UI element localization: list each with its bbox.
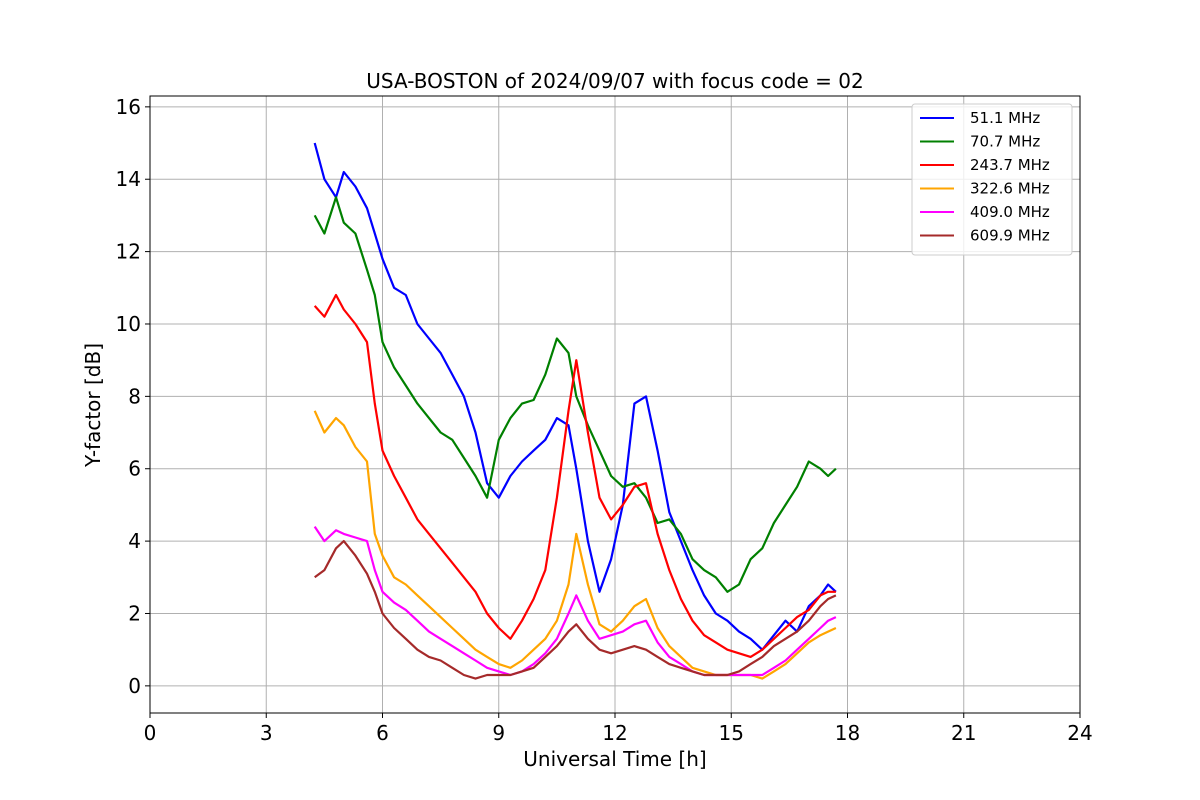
legend-label: 609.9 MHz bbox=[970, 227, 1050, 245]
y-tick-label: 14 bbox=[116, 167, 141, 191]
series-line-51-1-mhz bbox=[313, 142, 837, 651]
series-line-70-7-mhz bbox=[313, 196, 837, 593]
x-tick-label: 0 bbox=[144, 721, 157, 745]
series-line-409-0-mhz bbox=[313, 525, 837, 677]
y-tick-label: 0 bbox=[128, 674, 141, 698]
legend-label: 51.1 MHz bbox=[970, 109, 1040, 127]
x-tick-label: 6 bbox=[376, 721, 389, 745]
legend-label: 243.7 MHz bbox=[970, 156, 1050, 174]
series-line-322-6-mhz bbox=[313, 410, 837, 680]
y-axis-label: Y-factor [dB] bbox=[81, 343, 105, 468]
legend-label: 409.0 MHz bbox=[970, 203, 1050, 221]
series-lines bbox=[313, 142, 837, 680]
legend-label: 322.6 MHz bbox=[970, 180, 1050, 198]
series-line-609-9-mhz bbox=[314, 539, 837, 680]
legend-label: 70.7 MHz bbox=[970, 133, 1040, 151]
chart-title: USA-BOSTON of 2024/09/07 with focus code… bbox=[366, 69, 863, 93]
x-tick-label: 15 bbox=[719, 721, 744, 745]
y-tick-label: 2 bbox=[128, 601, 141, 625]
x-axis-label: Universal Time [h] bbox=[523, 747, 706, 771]
legend: 51.1 MHz 70.7 MHz 243.7 MHz 322.6 MHz 409.0 … bbox=[911, 103, 1073, 256]
y-tick-label: 6 bbox=[128, 457, 141, 481]
y-tick-label: 10 bbox=[116, 312, 141, 336]
y-tick-label: 4 bbox=[128, 529, 141, 553]
y-tick-label: 12 bbox=[116, 240, 141, 264]
x-tick-label: 9 bbox=[492, 721, 505, 745]
grid bbox=[149, 96, 1081, 713]
series-line-243-7-mhz bbox=[313, 293, 836, 659]
x-tick-label: 24 bbox=[1067, 721, 1092, 745]
x-tick-label: 18 bbox=[835, 721, 860, 745]
y-tick-label: 8 bbox=[128, 384, 141, 408]
x-tick-label: 21 bbox=[951, 721, 976, 745]
x-tick-label: 12 bbox=[602, 721, 627, 745]
y-tick-label: 16 bbox=[116, 95, 141, 119]
x-tick-label: 3 bbox=[260, 721, 273, 745]
